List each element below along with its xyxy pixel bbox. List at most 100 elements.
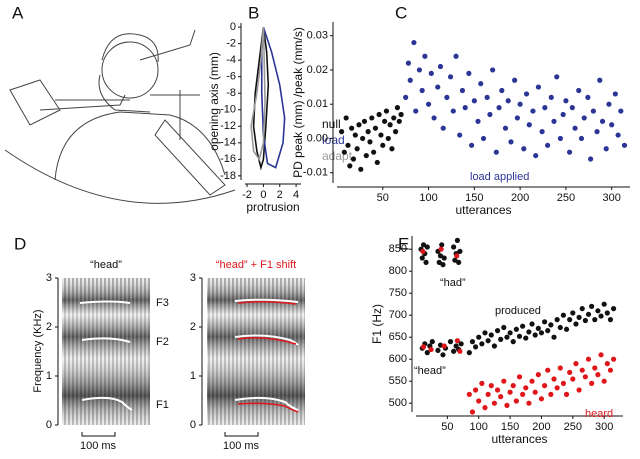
point bbox=[361, 118, 368, 124]
point bbox=[532, 332, 538, 338]
point bbox=[420, 248, 426, 254]
point bbox=[523, 91, 530, 97]
y-axis-label: F1 (Hz) bbox=[370, 304, 384, 344]
point bbox=[456, 259, 462, 265]
point bbox=[423, 259, 429, 265]
point bbox=[541, 383, 548, 389]
point bbox=[529, 321, 535, 327]
point bbox=[437, 63, 444, 70]
point bbox=[499, 87, 505, 94]
point bbox=[570, 310, 576, 316]
point bbox=[451, 348, 457, 354]
y-tick-label: 550 bbox=[389, 375, 407, 387]
point bbox=[502, 125, 509, 131]
point bbox=[352, 132, 358, 138]
y-tick-label: 750 bbox=[389, 287, 407, 299]
point bbox=[378, 132, 384, 138]
point bbox=[482, 405, 488, 411]
y-axis-label: Frequency (KHz) bbox=[32, 309, 44, 392]
point bbox=[365, 129, 371, 135]
point bbox=[516, 374, 523, 380]
axis-line bbox=[332, 22, 630, 188]
point bbox=[472, 344, 479, 350]
point bbox=[488, 332, 494, 338]
point bbox=[501, 378, 507, 384]
point bbox=[501, 324, 507, 331]
y-axis-label: opening axis (mm) bbox=[207, 52, 221, 151]
point bbox=[581, 115, 587, 121]
y-tick-label: -18 bbox=[220, 170, 236, 182]
point bbox=[420, 344, 427, 350]
point bbox=[424, 350, 430, 356]
point bbox=[371, 149, 377, 155]
point bbox=[444, 94, 450, 100]
scale-label: 100 ms bbox=[80, 440, 117, 452]
x-tick-label: 150 bbox=[501, 421, 519, 433]
point bbox=[457, 132, 463, 138]
point bbox=[576, 87, 582, 94]
point bbox=[382, 118, 388, 124]
point bbox=[494, 387, 501, 393]
point bbox=[545, 367, 551, 373]
point bbox=[532, 389, 538, 395]
point bbox=[347, 163, 353, 169]
point bbox=[554, 317, 560, 323]
point bbox=[494, 328, 501, 334]
point bbox=[607, 317, 614, 323]
y-tick-label: 0 bbox=[190, 419, 196, 431]
axis-line bbox=[240, 23, 301, 185]
point bbox=[491, 400, 498, 406]
point bbox=[398, 111, 404, 118]
point bbox=[548, 391, 554, 397]
formant-label: F3 bbox=[156, 297, 169, 309]
point bbox=[420, 242, 427, 248]
point bbox=[573, 361, 579, 367]
x-tick-label: 2 bbox=[277, 189, 283, 201]
point bbox=[485, 391, 491, 397]
point bbox=[363, 152, 369, 159]
point bbox=[453, 53, 459, 59]
point bbox=[428, 346, 434, 353]
point bbox=[595, 308, 601, 314]
point bbox=[548, 94, 554, 100]
shifted-formant bbox=[237, 300, 299, 413]
point bbox=[592, 365, 598, 371]
point bbox=[526, 329, 532, 335]
point bbox=[405, 60, 412, 66]
point bbox=[530, 108, 536, 114]
point bbox=[551, 376, 557, 382]
point bbox=[526, 400, 532, 406]
point bbox=[478, 81, 484, 87]
spectrograms bbox=[57, 278, 305, 437]
point bbox=[462, 105, 468, 111]
point bbox=[567, 317, 573, 323]
panel-label: C bbox=[395, 3, 407, 22]
point bbox=[535, 325, 541, 331]
point bbox=[560, 380, 567, 386]
point bbox=[466, 391, 472, 397]
y-tick-label: 2 bbox=[46, 321, 52, 333]
point bbox=[595, 372, 601, 378]
point bbox=[529, 378, 535, 384]
point bbox=[457, 248, 463, 254]
spectrogram-title: “head” bbox=[90, 259, 122, 271]
point bbox=[599, 118, 606, 124]
point bbox=[466, 70, 472, 76]
point bbox=[413, 108, 419, 114]
annotation: produced bbox=[495, 305, 541, 317]
x-tick-label: 4 bbox=[293, 189, 299, 201]
point bbox=[403, 94, 409, 100]
point bbox=[439, 242, 445, 248]
x-axis-label: utterances bbox=[455, 203, 511, 217]
point bbox=[441, 343, 447, 349]
point bbox=[498, 394, 504, 400]
point bbox=[585, 311, 592, 317]
point bbox=[387, 122, 393, 128]
annotation: “head” bbox=[414, 365, 446, 377]
point bbox=[435, 347, 441, 353]
point bbox=[594, 129, 600, 135]
annotation: heard bbox=[585, 408, 613, 420]
point bbox=[604, 310, 610, 316]
y-tick-label: 800 bbox=[389, 265, 407, 277]
panel-label: E bbox=[398, 234, 409, 253]
